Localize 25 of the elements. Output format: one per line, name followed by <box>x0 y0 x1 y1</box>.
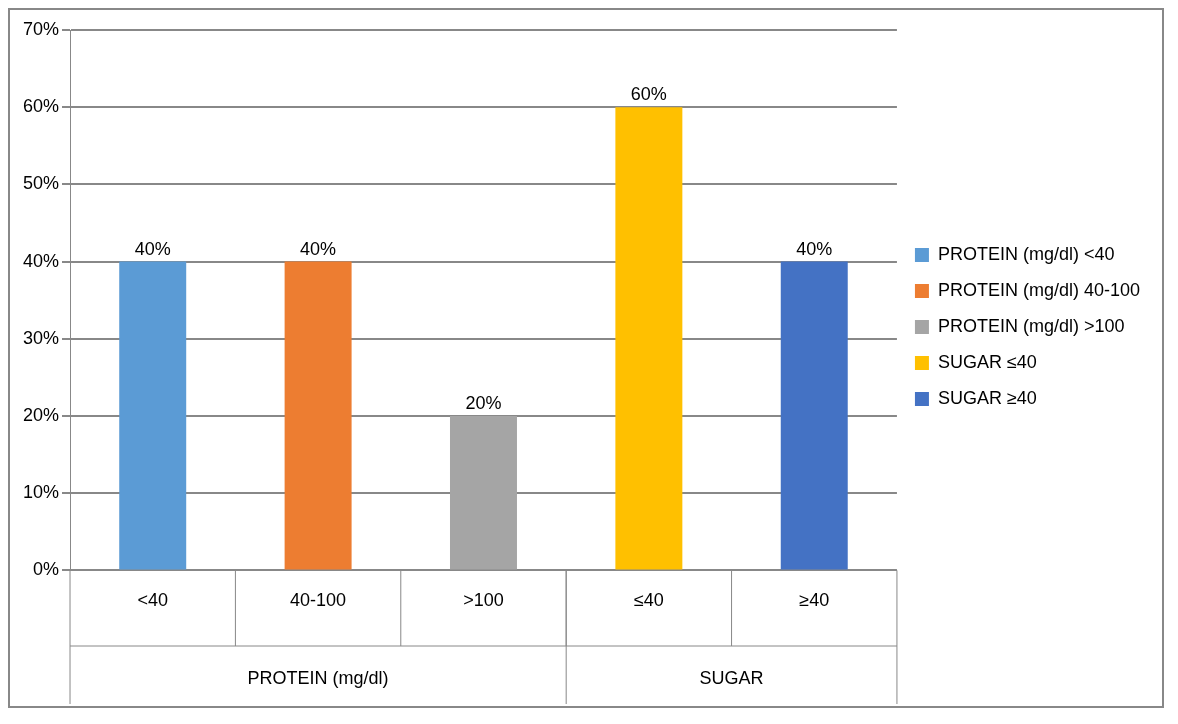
x-tick-label: 40-100 <box>290 590 347 611</box>
y-tick-label: 0% <box>33 559 60 580</box>
legend-label: PROTEIN (mg/dl) 40-100 <box>937 279 1140 300</box>
legend-label: SUGAR ≤40 <box>937 351 1037 372</box>
x-tick-label: <40 <box>137 590 168 611</box>
x-tick-label: >100 <box>463 590 504 611</box>
y-tick-label: 60% <box>23 96 60 117</box>
data-label: 20% <box>465 392 502 413</box>
data-label: 40% <box>796 238 833 259</box>
y-tick-label: 10% <box>23 482 60 503</box>
legend-label: SUGAR ≥40 <box>937 387 1037 408</box>
legend-label: PROTEIN (mg/dl) >100 <box>937 315 1125 336</box>
x-tick-label: ≤40 <box>633 590 664 611</box>
text: SUGAR <box>699 667 764 688</box>
data-label: 40% <box>300 238 337 259</box>
data-label: 40% <box>134 238 171 259</box>
y-tick-label: 40% <box>23 250 60 271</box>
legend-label: PROTEIN (mg/dl) <40 <box>937 243 1115 264</box>
y-tick-label: 50% <box>23 173 60 194</box>
x-tick-label: ≥40 <box>799 590 830 611</box>
y-tick-label: 30% <box>23 327 60 348</box>
text: PROTEIN (mg/dl) <box>247 667 389 688</box>
y-tick-label: 70% <box>23 18 60 39</box>
y-tick-label: 20% <box>23 404 60 425</box>
data-label: 60% <box>630 84 667 105</box>
